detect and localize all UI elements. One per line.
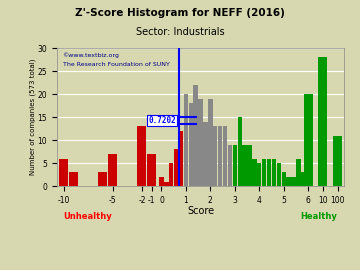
Bar (164, 182, 168, 186)
Bar (208, 99, 212, 186)
Bar (223, 126, 227, 186)
Bar (257, 163, 261, 186)
Bar (272, 159, 276, 186)
Bar (174, 150, 178, 186)
Text: ©www.textbiz.org: ©www.textbiz.org (63, 52, 120, 58)
Bar (282, 173, 286, 186)
Bar (333, 136, 342, 186)
Bar (228, 145, 232, 186)
Bar (98, 173, 107, 186)
Bar (304, 94, 312, 186)
Text: Healthy: Healthy (301, 212, 338, 221)
Bar (203, 122, 208, 186)
Bar (267, 159, 271, 186)
Bar (198, 99, 203, 186)
Text: The Research Foundation of SUNY: The Research Foundation of SUNY (63, 62, 170, 67)
Bar (287, 177, 291, 186)
Bar (218, 126, 222, 186)
Bar (291, 177, 296, 186)
Text: 0.7202: 0.7202 (148, 116, 176, 125)
Bar (159, 177, 164, 186)
Bar (184, 94, 188, 186)
Bar (59, 159, 68, 186)
Bar (301, 173, 306, 186)
Text: Unhealthy: Unhealthy (64, 212, 112, 221)
X-axis label: Score: Score (187, 206, 214, 216)
Bar (138, 126, 146, 186)
Bar (252, 159, 257, 186)
Text: Sector: Industrials: Sector: Industrials (136, 27, 224, 37)
Bar (262, 159, 266, 186)
Y-axis label: Number of companies (573 total): Number of companies (573 total) (30, 59, 36, 176)
Bar (296, 159, 301, 186)
Bar (247, 145, 252, 186)
Bar (179, 131, 183, 186)
Bar (147, 154, 156, 186)
Bar (108, 154, 117, 186)
Bar (233, 145, 237, 186)
Bar (189, 103, 193, 186)
Bar (213, 126, 217, 186)
Bar (193, 85, 198, 186)
Bar (319, 58, 327, 186)
Bar (169, 163, 174, 186)
Bar (69, 173, 78, 186)
Bar (276, 163, 281, 186)
Bar (238, 117, 242, 186)
Bar (242, 145, 247, 186)
Text: Z'-Score Histogram for NEFF (2016): Z'-Score Histogram for NEFF (2016) (75, 8, 285, 18)
